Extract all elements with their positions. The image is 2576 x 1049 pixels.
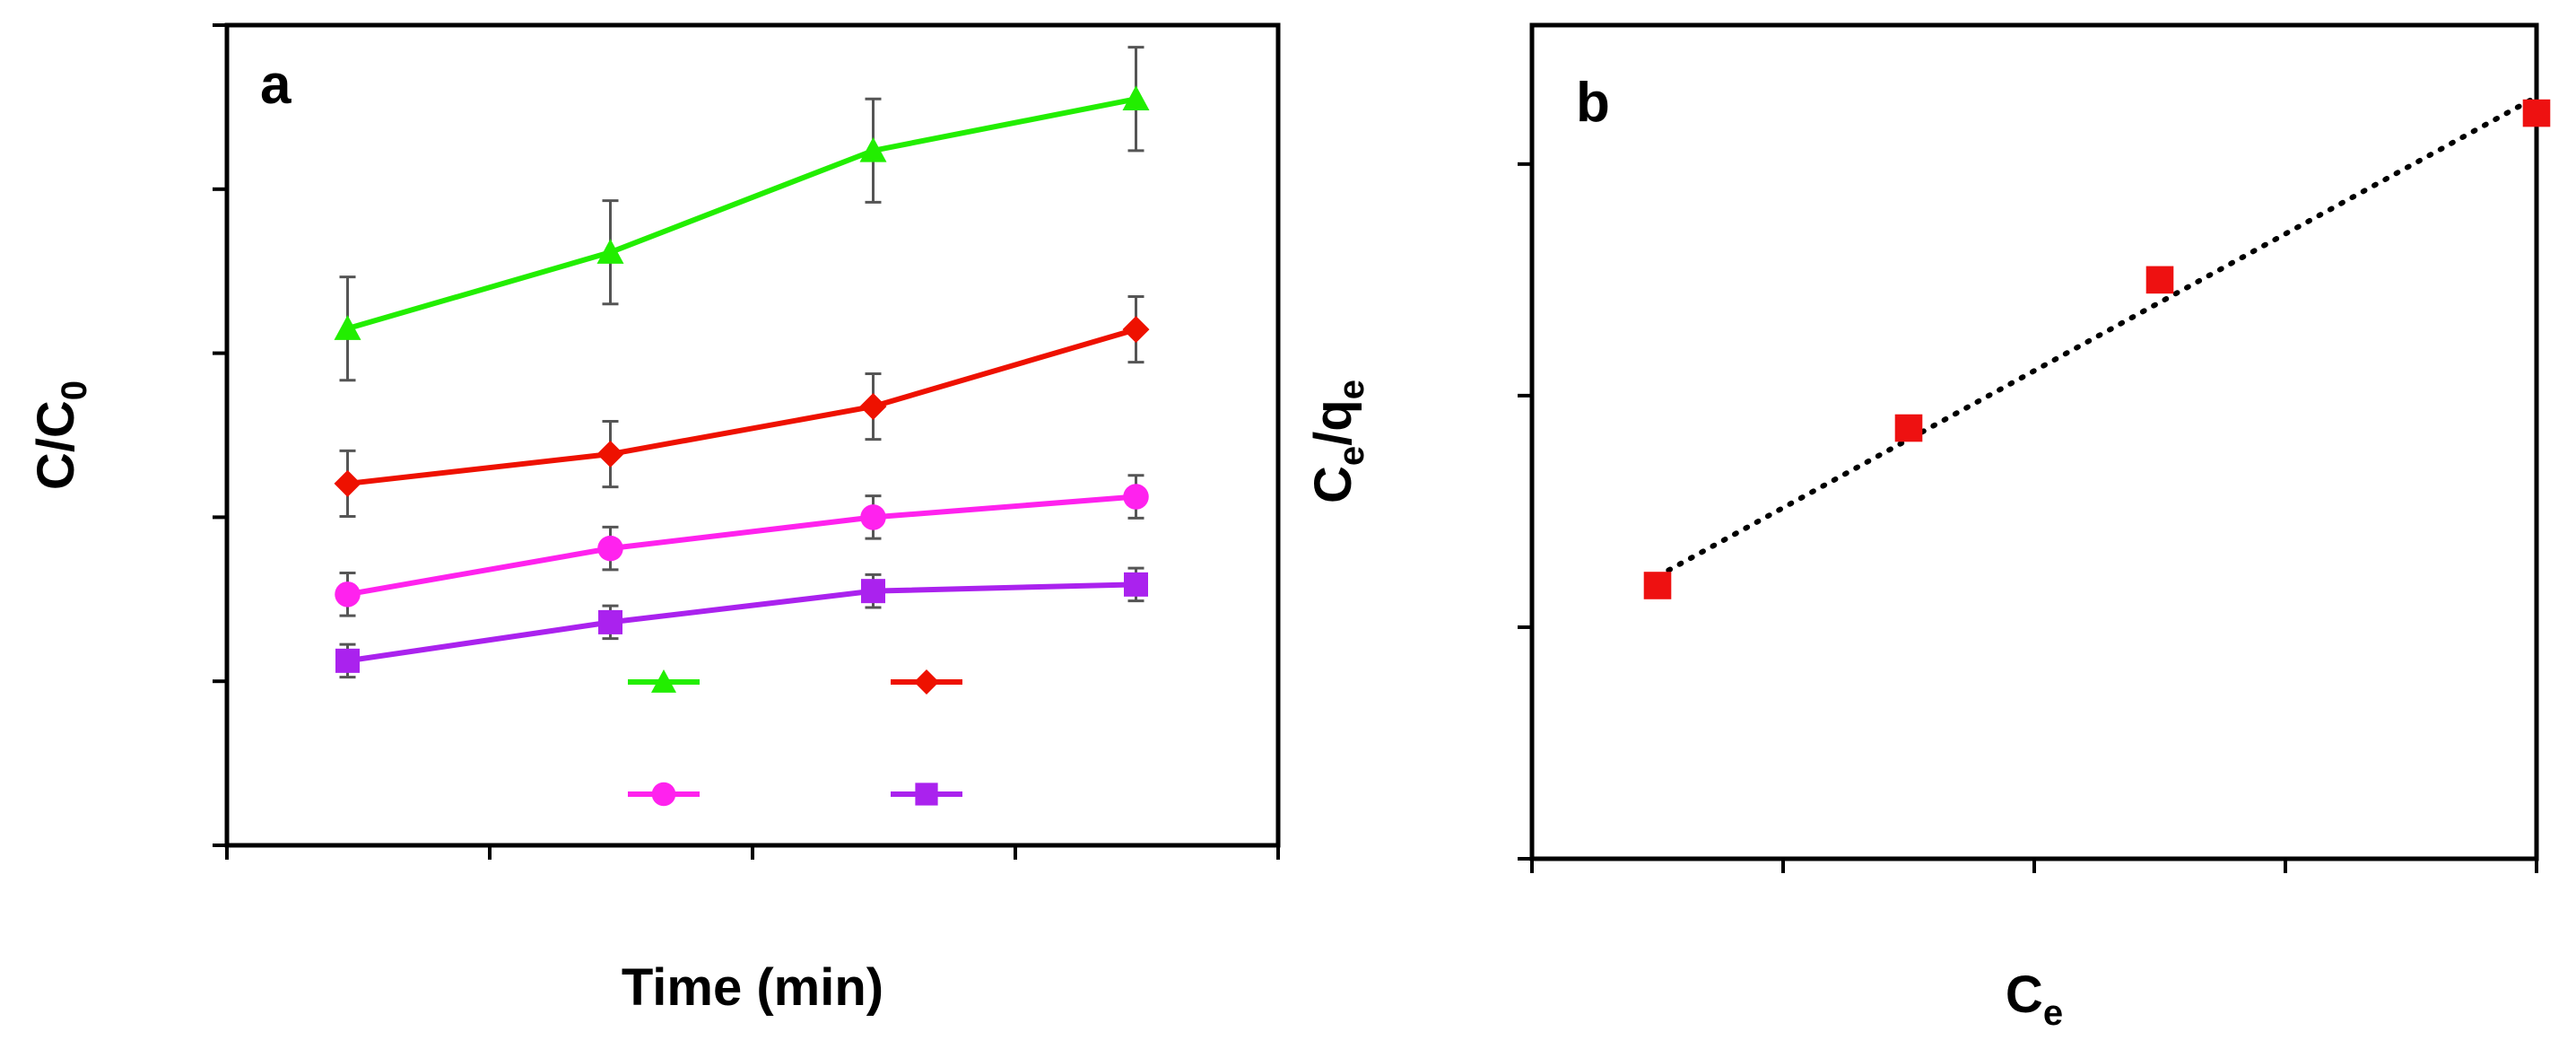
panel-a-legend xyxy=(628,669,962,807)
panel-a-data-point xyxy=(334,469,361,497)
panel-a-x-axis-title: Time (min) xyxy=(622,958,883,1017)
panel-b-x-title-main: C xyxy=(2006,966,2043,1024)
panel-a-y-title-sub: 0 xyxy=(55,380,94,400)
panel-a-data-point xyxy=(596,239,624,264)
panel-a-data-point xyxy=(861,579,885,604)
panel-a-data-point xyxy=(859,136,887,162)
panel-b-y-axis-title: Ce/qe xyxy=(1304,380,1371,503)
panel-b-y-title-main: C xyxy=(1304,466,1362,503)
panel-a-series-70-mg-l xyxy=(335,474,1149,617)
panel-a-data-point xyxy=(859,393,887,421)
panel-a-y-title-main: C/C xyxy=(27,400,85,490)
panel-a-legend-swatch-marker xyxy=(914,669,939,695)
panel-a-label: a xyxy=(260,54,292,116)
panel-b-axes xyxy=(1518,162,2538,873)
panel-a-data-point xyxy=(1123,484,1149,510)
panel-a-data-point xyxy=(597,535,623,562)
panel-b-y-title-sub2: e xyxy=(1332,380,1371,399)
panel-a-data-point xyxy=(1122,85,1150,111)
panel-a-series-line xyxy=(346,96,1137,332)
panel-a-series-100-mg-l xyxy=(335,566,1148,679)
panel-a-legend-swatch-marker xyxy=(651,669,676,693)
panel-a-series-line xyxy=(346,494,1136,598)
panel-b-series-group xyxy=(1643,99,2551,599)
panel-a-data-point xyxy=(335,648,360,673)
panel-a-data-point xyxy=(596,441,624,468)
panel-b-x-axis-title: Ce xyxy=(2006,966,2063,1033)
panel-b-data-point xyxy=(2145,266,2174,294)
panel-a-data-point xyxy=(1124,572,1148,597)
panel-b-y-title-slash: /q xyxy=(1304,399,1362,446)
panel-a-axes xyxy=(213,23,1280,860)
panel-b-y-title-sub1: e xyxy=(1332,446,1371,466)
panel-a-series-group xyxy=(334,46,1150,679)
panel-a-y-axis-title: C/C0 xyxy=(27,380,94,490)
panel-b-trendline-group xyxy=(1655,93,2539,580)
panel-b-label: b xyxy=(1576,72,1610,134)
panel-a-data-point xyxy=(1122,316,1150,344)
panel-b-data-point xyxy=(2522,99,2551,127)
panel-b-trendline xyxy=(1655,93,2539,580)
panel-b-x-title-sub: e xyxy=(2043,993,2063,1033)
panel-b-data-point xyxy=(1643,572,1672,599)
panel-a-data-point xyxy=(334,315,361,340)
panel-a-frame xyxy=(224,22,1281,848)
panel-a-data-point xyxy=(860,504,886,530)
panel-a-legend-swatch-marker xyxy=(915,782,938,806)
panel-a-series-line xyxy=(347,327,1137,486)
panel-a-data-point xyxy=(335,581,361,608)
panel-b-frame xyxy=(1529,22,2539,861)
panel-b-data-point xyxy=(1894,414,1923,442)
panel-a-data-point xyxy=(598,609,622,634)
panel-a-legend-swatch-marker xyxy=(651,782,676,807)
panel-a-series-50-mg-l xyxy=(334,295,1150,518)
panel-a-series-30-mg-l xyxy=(334,46,1150,382)
panel-a-series-line xyxy=(347,581,1136,664)
